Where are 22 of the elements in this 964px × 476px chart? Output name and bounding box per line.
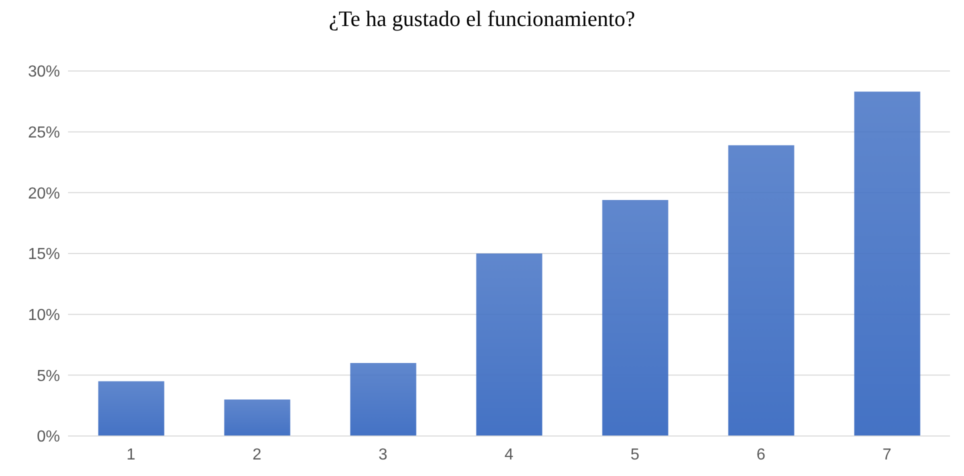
chart-title: ¿Te ha gustado el funcionamiento?: [328, 6, 636, 32]
y-tick-label: 25%: [28, 124, 60, 142]
bar: [224, 400, 290, 436]
y-tick-label: 0%: [36, 428, 60, 446]
x-tick-label: 7: [882, 446, 892, 464]
y-tick-label: 30%: [28, 64, 60, 81]
y-tick-label: 20%: [28, 185, 60, 202]
bar: [350, 363, 416, 436]
x-tick-label: 2: [252, 446, 262, 464]
y-tick-label: 15%: [28, 246, 60, 264]
bar: [728, 145, 794, 436]
x-tick-label: 6: [756, 446, 766, 464]
x-tick-label: 5: [630, 446, 640, 464]
bar: [98, 381, 164, 436]
y-tick-label: 5%: [36, 368, 60, 385]
y-tick-label: 10%: [28, 307, 60, 324]
x-tick-label: 3: [378, 446, 388, 464]
bar: [854, 92, 920, 436]
x-tick-label: 1: [126, 446, 136, 464]
bar: [476, 254, 542, 436]
x-tick-label: 4: [504, 446, 514, 464]
bar: [602, 200, 668, 436]
